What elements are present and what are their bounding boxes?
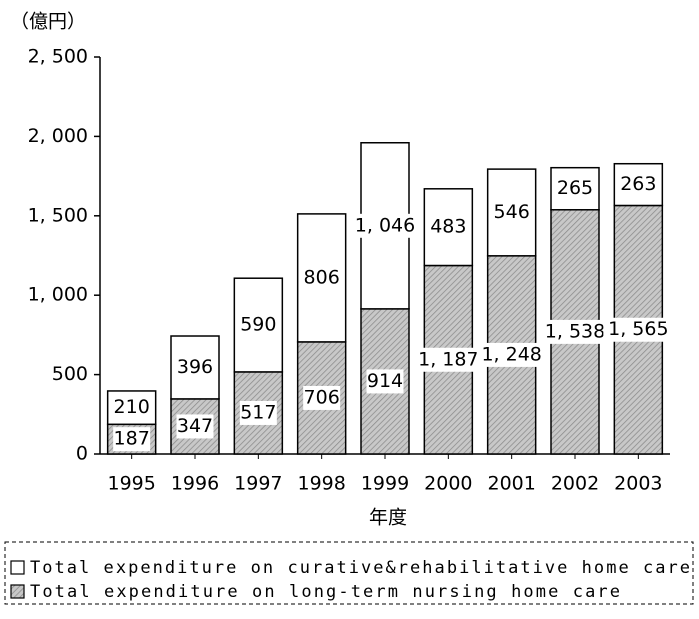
- x-tick-label: 1999: [361, 473, 409, 495]
- y-tick-label: 1, 000: [28, 284, 88, 306]
- data-label: 396: [177, 356, 213, 378]
- label-bg: [303, 265, 341, 290]
- y-tick-label: 500: [52, 363, 88, 385]
- x-tick-label: 1998: [297, 473, 345, 495]
- data-label: 1, 565: [608, 318, 668, 340]
- data-label: 483: [430, 216, 466, 238]
- data-label: 806: [304, 266, 340, 288]
- x-tick-label: 2000: [424, 473, 472, 495]
- data-label: 1, 248: [481, 343, 541, 365]
- label-bg: [476, 342, 547, 367]
- label-bg: [493, 200, 531, 225]
- data-label: 265: [557, 177, 593, 199]
- label-bg: [366, 369, 404, 394]
- x-tick-label: 2003: [614, 473, 662, 495]
- data-label: 1, 538: [545, 320, 605, 342]
- data-label: 590: [240, 314, 276, 336]
- data-label: 546: [494, 201, 530, 223]
- x-tick-label: 1996: [171, 473, 219, 495]
- y-tick-label: 2, 000: [28, 125, 88, 147]
- y-tick-label: 0: [76, 443, 88, 465]
- label-bg: [350, 213, 420, 238]
- data-label: 517: [240, 401, 276, 423]
- x-tick-label: 1995: [107, 473, 155, 495]
- data-label: 706: [304, 386, 340, 408]
- y-axis-label: （億円）: [10, 11, 86, 33]
- data-label: 347: [177, 415, 213, 437]
- data-label: 914: [367, 370, 403, 392]
- label-bg: [239, 313, 277, 338]
- data-label: 1, 046: [355, 214, 415, 236]
- x-tick-label: 1997: [234, 473, 282, 495]
- x-tick-label: 2002: [551, 473, 599, 495]
- legend-swatch: [10, 560, 25, 575]
- data-label: 263: [620, 173, 656, 195]
- legend-label: Total expenditure on long-term nursing h…: [30, 582, 620, 602]
- legend-box: [4, 541, 694, 605]
- label-bg: [619, 172, 657, 197]
- label-bg: [239, 400, 277, 425]
- label-bg: [429, 215, 467, 240]
- data-label: 187: [114, 428, 150, 450]
- label-bg: [176, 355, 214, 380]
- data-label: 210: [114, 396, 150, 418]
- x-axis-label: 年度: [369, 507, 407, 529]
- label-bg: [603, 317, 674, 342]
- label-bg: [413, 347, 484, 372]
- label-bg: [113, 395, 151, 420]
- label-bg: [176, 414, 214, 439]
- label-bg: [556, 176, 594, 201]
- data-label: 1, 187: [418, 348, 478, 370]
- label-bg: [540, 319, 610, 344]
- y-tick-label: 1, 500: [28, 204, 88, 226]
- legend-label: Total expenditure on curative&rehabilita…: [30, 558, 690, 578]
- y-tick-label: 2, 500: [28, 46, 88, 68]
- label-bg: [303, 385, 341, 410]
- label-bg: [113, 427, 151, 452]
- x-tick-label: 2001: [487, 473, 535, 495]
- legend-swatch: [10, 584, 25, 599]
